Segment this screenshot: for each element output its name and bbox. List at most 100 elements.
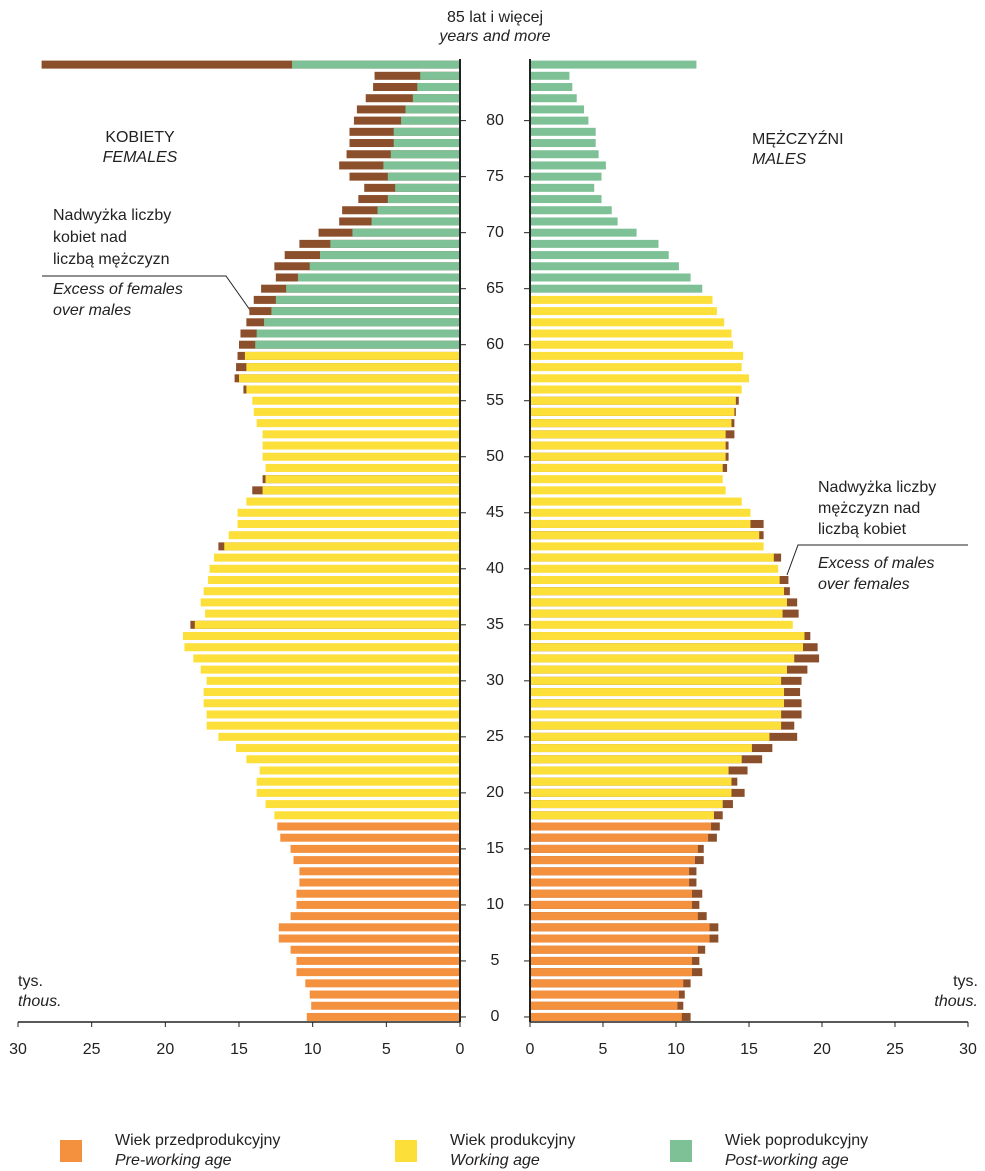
annotation: Nadwyżka liczby xyxy=(53,207,171,224)
bar xyxy=(377,206,460,215)
bar xyxy=(530,721,782,730)
bar xyxy=(203,699,460,708)
bar xyxy=(530,295,713,304)
excess-bar xyxy=(374,71,460,80)
bar xyxy=(265,475,460,484)
bar xyxy=(530,161,606,170)
bar xyxy=(387,195,460,204)
bar xyxy=(530,497,742,506)
x-tick-label: 10 xyxy=(304,1041,322,1058)
bar xyxy=(530,788,732,797)
bar xyxy=(252,396,460,405)
y-tick-label: 50 xyxy=(486,448,504,465)
bar xyxy=(296,889,460,898)
legend-label-en: Post-working age xyxy=(725,1152,849,1169)
bar xyxy=(530,217,618,226)
bar xyxy=(530,643,804,652)
annotation: mężczyzn nad xyxy=(818,500,920,517)
bar xyxy=(383,161,460,170)
bar xyxy=(530,632,805,641)
annotation-en: Excess of males xyxy=(818,555,934,572)
y-tick-label: 65 xyxy=(486,280,504,297)
bar xyxy=(530,1001,678,1010)
bar xyxy=(530,396,736,405)
bar xyxy=(311,1001,460,1010)
bar xyxy=(530,127,596,136)
bar xyxy=(262,486,460,495)
side-label-en: FEMALES xyxy=(103,149,178,166)
bar xyxy=(296,900,460,909)
bar xyxy=(530,867,690,876)
bar xyxy=(530,486,726,495)
bar xyxy=(530,900,693,909)
top-label: 85 lat i więcej xyxy=(447,9,543,26)
annotation-en: over females xyxy=(818,576,910,593)
bar xyxy=(299,878,460,887)
y-tick-label: 75 xyxy=(486,168,504,185)
bar xyxy=(305,979,460,988)
y-tick-label: 80 xyxy=(486,112,504,129)
bar xyxy=(417,83,460,92)
bar xyxy=(530,665,787,674)
bar xyxy=(530,777,732,786)
bar xyxy=(530,542,764,551)
bar xyxy=(530,183,595,192)
bar xyxy=(262,430,460,439)
y-tick-label: 30 xyxy=(486,672,504,689)
bar xyxy=(390,150,460,159)
bar xyxy=(530,318,725,327)
bar xyxy=(530,150,599,159)
bar xyxy=(530,519,751,528)
bar xyxy=(206,721,460,730)
bar xyxy=(530,587,785,596)
bar xyxy=(530,688,785,697)
bar xyxy=(530,419,732,428)
leader-line xyxy=(786,544,968,576)
bar xyxy=(213,553,460,562)
bar xyxy=(278,923,460,932)
bar xyxy=(371,217,460,226)
bar xyxy=(530,374,749,383)
bar xyxy=(530,945,698,954)
bar xyxy=(530,351,744,360)
bar xyxy=(530,262,679,271)
bar xyxy=(530,239,659,248)
y-tick-label: 20 xyxy=(486,784,504,801)
bar xyxy=(530,744,752,753)
bar xyxy=(290,945,460,954)
bar xyxy=(246,363,460,372)
bar xyxy=(237,508,460,517)
x-tick-label: 25 xyxy=(83,1041,101,1058)
bar xyxy=(530,475,723,484)
y-tick-label: 5 xyxy=(491,952,500,969)
bar xyxy=(309,990,460,999)
bar xyxy=(203,688,460,697)
bar xyxy=(274,811,460,820)
bar xyxy=(530,912,698,921)
legend-label: Wiek poprodukcyjny xyxy=(725,1132,868,1149)
bar xyxy=(530,284,703,293)
unit-label: tys. xyxy=(953,973,978,990)
bar xyxy=(530,307,717,316)
bar xyxy=(530,755,742,764)
bar xyxy=(530,94,577,103)
bar xyxy=(292,60,460,69)
bar xyxy=(412,94,460,103)
bar xyxy=(530,273,691,282)
side-label-en: MALES xyxy=(752,151,807,168)
bar xyxy=(184,643,460,652)
bar xyxy=(206,710,460,719)
x-tick-label: 10 xyxy=(667,1041,685,1058)
bar xyxy=(530,508,751,517)
bar xyxy=(293,856,460,865)
top-label-en: years and more xyxy=(438,28,550,45)
bar xyxy=(530,710,782,719)
bar xyxy=(236,744,460,753)
bar xyxy=(205,609,460,618)
bar xyxy=(530,195,602,204)
bar xyxy=(530,564,779,573)
bar xyxy=(530,116,589,125)
legend-label-en: Working age xyxy=(450,1152,540,1169)
bar xyxy=(530,676,782,685)
